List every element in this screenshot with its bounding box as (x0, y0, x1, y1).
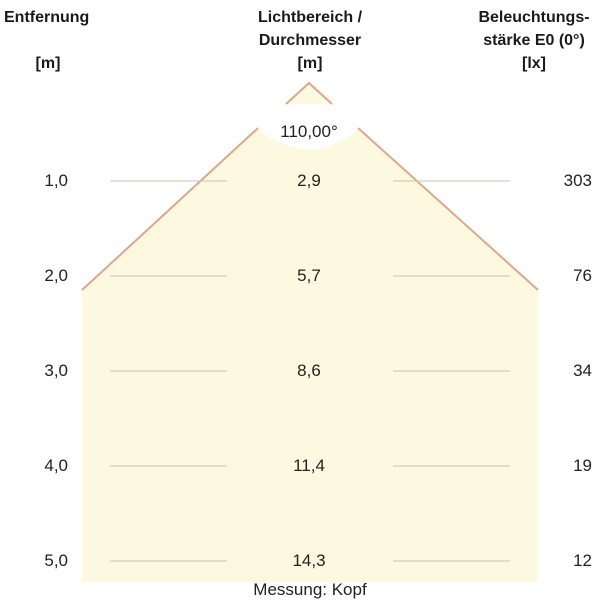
header-illuminance-unit: [lx] (522, 55, 546, 72)
header-illuminance-line2: stärke E0 (0°) (483, 32, 585, 49)
apex-chevron (285, 81, 333, 105)
light-cone-fill (82, 83, 538, 582)
cone-edge-left (81, 127, 259, 291)
diameter-value: 8,6 (297, 361, 321, 380)
header-illuminance: Beleuchtungs- stärke E0 (0°) [lx] (464, 6, 600, 75)
header-distance-title: Entfernung (4, 9, 90, 26)
cone-edge-right (357, 127, 539, 291)
header-distance: Entfernung (4, 6, 94, 29)
diameter-value: 11,4 (293, 456, 325, 475)
header-diameter-unit: [m] (297, 55, 323, 72)
header-distance-unit-text: [m] (35, 55, 61, 72)
distance-value: 5,0 (44, 551, 68, 570)
diameter-value: 14,3 (292, 551, 326, 570)
distance-value: 1,0 (44, 171, 68, 190)
distance-value: 4,0 (44, 456, 68, 475)
distance-value: 2,0 (44, 266, 68, 285)
illuminance-value: 12 (573, 551, 592, 570)
header-distance-unit: [m] (28, 52, 68, 75)
illuminance-value: 303 (563, 171, 592, 190)
beam-angle-label: 110,00° (280, 122, 338, 141)
illuminance-value: 76 (573, 266, 592, 285)
illuminance-value: 19 (573, 456, 592, 475)
distance-value: 3,0 (44, 361, 68, 380)
header-diameter-line1: Lichtbereich / (257, 9, 363, 26)
header-diameter: Lichtbereich / Durchmesser [m] (240, 6, 380, 75)
apex-cutout (262, 104, 356, 126)
measurement-note: Messung: Kopf (253, 580, 367, 599)
illuminance-value: 34 (573, 361, 592, 380)
header-diameter-line2: Durchmesser (258, 32, 362, 49)
header-illuminance-line1: Beleuchtungs- (478, 9, 590, 26)
diameter-value: 5,7 (297, 266, 321, 285)
diameter-value: 2,9 (297, 171, 321, 190)
grid-lines (110, 180, 510, 562)
